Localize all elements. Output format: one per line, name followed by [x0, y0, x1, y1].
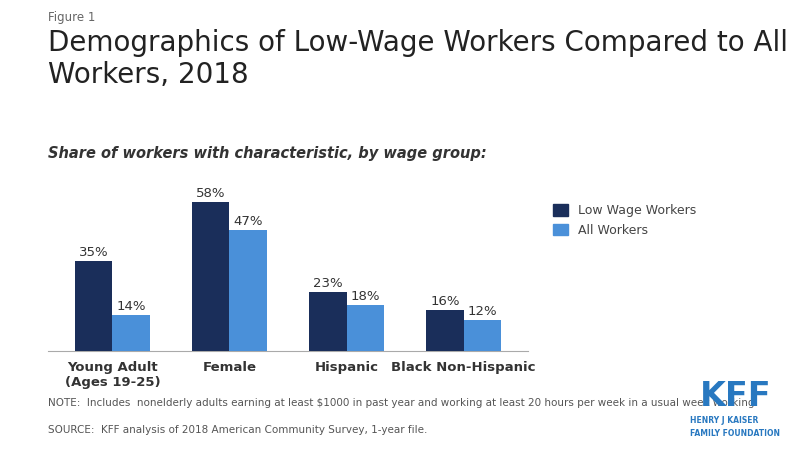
Bar — [230, 230, 267, 351]
Text: 14%: 14% — [116, 300, 146, 313]
Legend: Low Wage Workers, All Workers: Low Wage Workers, All Workers — [554, 204, 697, 237]
Text: Share of workers with characteristic, by wage group:: Share of workers with characteristic, by… — [48, 146, 486, 161]
Text: 47%: 47% — [234, 215, 263, 228]
Text: 12%: 12% — [467, 305, 497, 318]
Bar — [75, 261, 112, 351]
Text: 16%: 16% — [430, 295, 460, 308]
Bar — [112, 315, 150, 351]
Text: SOURCE:  KFF analysis of 2018 American Community Survey, 1-year file.: SOURCE: KFF analysis of 2018 American Co… — [48, 425, 427, 435]
Text: KFF: KFF — [700, 380, 772, 413]
Bar — [464, 320, 501, 351]
Bar — [426, 310, 464, 351]
Text: 23%: 23% — [313, 277, 342, 290]
Text: NOTE:  Includes  nonelderly adults earning at least $1000 in past year and worki: NOTE: Includes nonelderly adults earning… — [48, 398, 758, 408]
Text: 18%: 18% — [350, 290, 380, 303]
Bar — [346, 305, 384, 351]
Text: 35%: 35% — [79, 246, 109, 259]
Bar — [309, 292, 346, 351]
Text: 58%: 58% — [196, 187, 226, 200]
Text: Figure 1: Figure 1 — [48, 11, 95, 24]
Bar — [192, 202, 230, 351]
Text: HENRY J KAISER
FAMILY FOUNDATION: HENRY J KAISER FAMILY FOUNDATION — [690, 416, 779, 438]
Text: Demographics of Low-Wage Workers Compared to All
Workers, 2018: Demographics of Low-Wage Workers Compare… — [48, 29, 788, 89]
